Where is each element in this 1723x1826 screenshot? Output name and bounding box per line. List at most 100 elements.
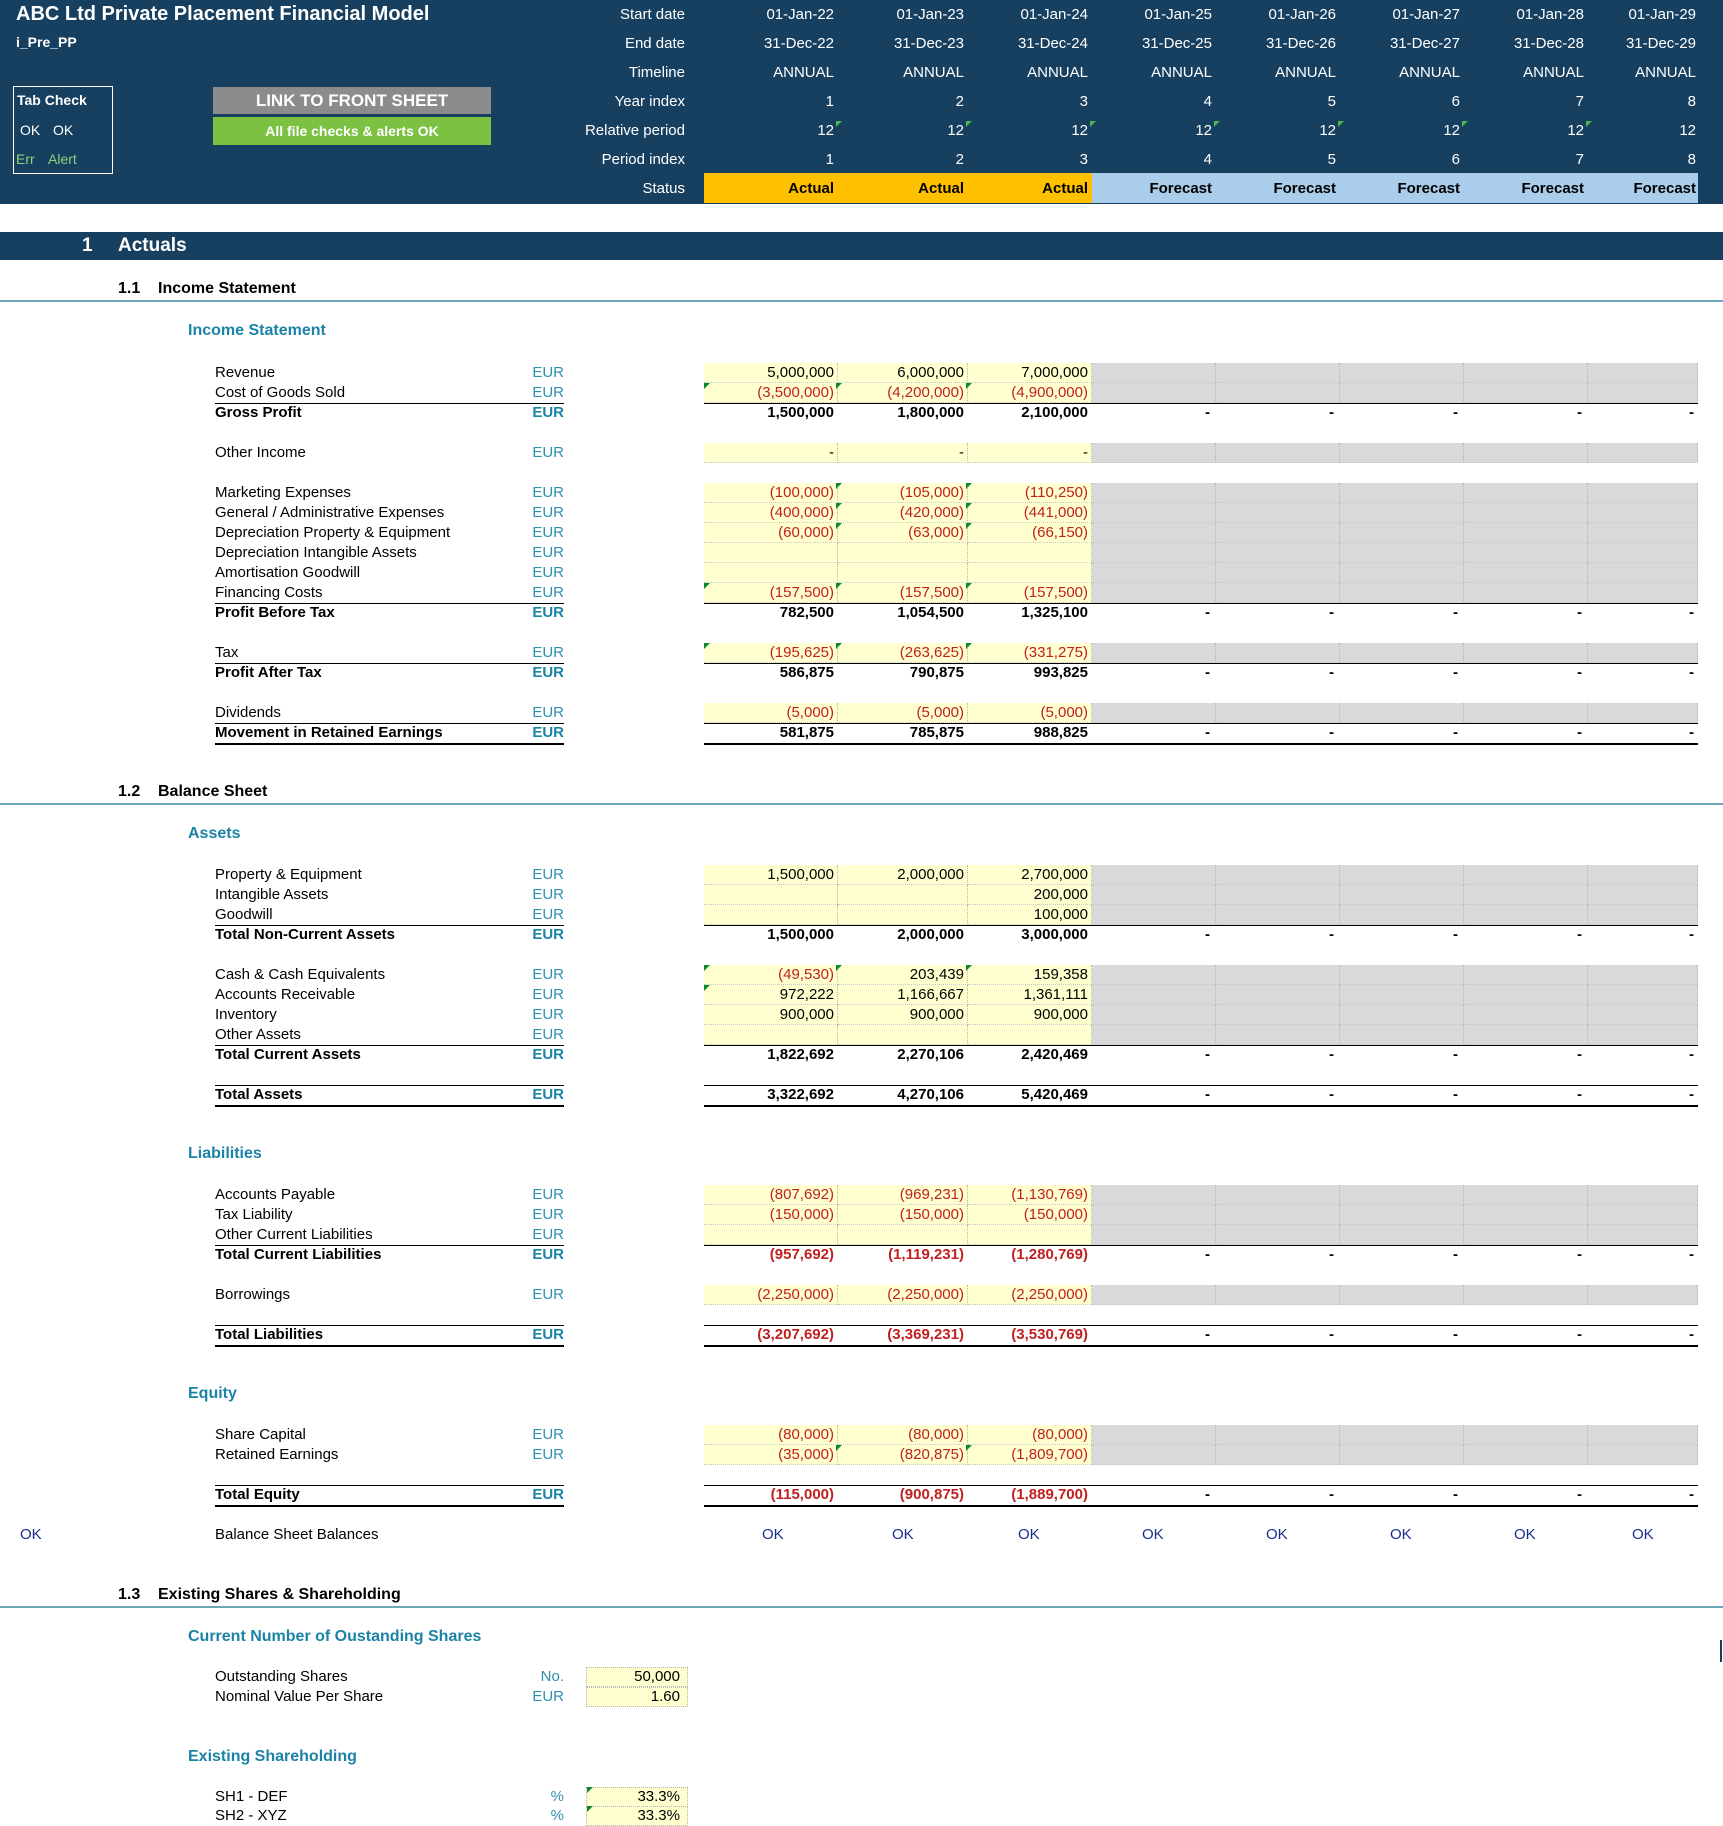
input-cell[interactable]: [968, 885, 1092, 905]
input-cell[interactable]: [704, 643, 838, 663]
forecast-cell: [1464, 985, 1588, 1005]
comment-marker: [836, 121, 842, 127]
row-label: Depreciation Property & Equipment: [215, 524, 451, 541]
input-cell[interactable]: [704, 1205, 838, 1225]
input-cell[interactable]: [968, 1205, 1092, 1225]
input-cell[interactable]: [968, 985, 1092, 1005]
unit-label: EUR: [532, 504, 564, 521]
input-cell[interactable]: [704, 703, 838, 723]
input-cell[interactable]: [704, 1425, 838, 1445]
forecast-cell: [1464, 1225, 1588, 1245]
input-cell[interactable]: [968, 483, 1092, 503]
input-cell[interactable]: [838, 383, 968, 403]
unit-label: EUR: [532, 364, 564, 381]
input-cell[interactable]: [704, 563, 838, 583]
input-cell[interactable]: [968, 503, 1092, 523]
value-cell: 2,420,469: [1021, 1046, 1088, 1063]
input-cell[interactable]: [968, 703, 1092, 723]
input-cell[interactable]: [704, 905, 838, 925]
input-cell[interactable]: [968, 1285, 1092, 1305]
value-cell: (80,000): [778, 1426, 834, 1443]
input-cell[interactable]: [838, 865, 968, 885]
comment-marker: [1462, 121, 1468, 127]
input-cell[interactable]: [968, 383, 1092, 403]
input-cell[interactable]: [968, 443, 1092, 463]
input-cell[interactable]: [968, 583, 1092, 603]
input-cell[interactable]: [704, 443, 838, 463]
value-cell: (49,530): [778, 966, 834, 983]
comment-marker: [587, 1787, 593, 1793]
input-cell[interactable]: [968, 965, 1092, 985]
input-cell[interactable]: [968, 905, 1092, 925]
input-cell[interactable]: [704, 583, 838, 603]
input-cell[interactable]: [968, 1185, 1092, 1205]
value-cell: 993,825: [1033, 664, 1088, 681]
input-cell[interactable]: [838, 1205, 968, 1225]
input-cell[interactable]: [968, 543, 1092, 563]
input-cell[interactable]: [838, 643, 968, 663]
input-cell[interactable]: [704, 503, 838, 523]
input-cell[interactable]: [838, 443, 968, 463]
input-cell[interactable]: [968, 865, 1092, 885]
value-cell: (1,119,231): [888, 1246, 964, 1263]
header-relative-period: 12: [1319, 122, 1336, 139]
input-cell[interactable]: [704, 483, 838, 503]
input-cell[interactable]: [704, 523, 838, 543]
unit-label: EUR: [532, 966, 564, 983]
input-cell[interactable]: [586, 1667, 688, 1687]
unit-label: EUR: [532, 1486, 564, 1503]
input-cell[interactable]: [838, 523, 968, 543]
input-cell[interactable]: [968, 1025, 1092, 1045]
input-cell[interactable]: [838, 1185, 968, 1205]
input-cell[interactable]: [838, 703, 968, 723]
input-cell[interactable]: [704, 985, 838, 1005]
input-cell[interactable]: [968, 1425, 1092, 1445]
input-cell[interactable]: [838, 563, 968, 583]
input-cell[interactable]: [968, 1445, 1092, 1465]
input-cell[interactable]: [704, 885, 838, 905]
input-cell[interactable]: [968, 523, 1092, 543]
input-cell[interactable]: [968, 563, 1092, 583]
input-cell[interactable]: [704, 965, 838, 985]
input-cell[interactable]: [704, 363, 838, 383]
value-cell: (115,000): [770, 1486, 834, 1503]
input-cell[interactable]: [704, 1005, 838, 1025]
input-cell[interactable]: [838, 905, 968, 925]
input-cell[interactable]: [838, 1285, 968, 1305]
input-cell[interactable]: [838, 483, 968, 503]
status-forecast: Forecast: [1273, 180, 1336, 197]
input-cell[interactable]: [838, 1425, 968, 1445]
input-cell[interactable]: [838, 1005, 968, 1025]
input-cell[interactable]: [704, 1025, 838, 1045]
input-cell[interactable]: [838, 885, 968, 905]
input-cell[interactable]: [968, 1005, 1092, 1025]
subsection-number: 1.3: [118, 1586, 141, 1603]
input-cell[interactable]: [838, 1025, 968, 1045]
input-cell[interactable]: [704, 865, 838, 885]
input-cell[interactable]: [704, 1225, 838, 1245]
input-cell[interactable]: [838, 1445, 968, 1465]
input-cell[interactable]: [838, 1225, 968, 1245]
input-cell[interactable]: [968, 363, 1092, 383]
forecast-cell: [1588, 523, 1698, 543]
input-cell[interactable]: [838, 543, 968, 563]
comment-marker: [836, 965, 842, 971]
input-cell[interactable]: [838, 985, 968, 1005]
input-cell[interactable]: [704, 543, 838, 563]
input-cell[interactable]: [838, 965, 968, 985]
input-cell[interactable]: [838, 363, 968, 383]
model-title: ABC Ltd Private Placement Financial Mode…: [16, 3, 430, 25]
group-title-outstanding-shares: Current Number of Oustanding Shares: [188, 1628, 482, 1645]
input-cell[interactable]: [968, 643, 1092, 663]
input-cell[interactable]: [838, 503, 968, 523]
forecast-dash: -: [1329, 1486, 1334, 1503]
input-cell[interactable]: [704, 1445, 838, 1465]
input-cell[interactable]: [704, 383, 838, 403]
forecast-cell: [1216, 1005, 1340, 1025]
input-cell[interactable]: [704, 1285, 838, 1305]
input-cell[interactable]: [838, 583, 968, 603]
input-cell[interactable]: [968, 1225, 1092, 1245]
link-to-front-sheet-button[interactable]: LINK TO FRONT SHEET: [213, 87, 491, 114]
input-cell[interactable]: [586, 1687, 688, 1707]
input-cell[interactable]: [704, 1185, 838, 1205]
